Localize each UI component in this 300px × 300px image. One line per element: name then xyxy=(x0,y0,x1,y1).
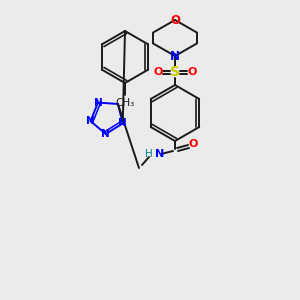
Text: O: O xyxy=(153,67,163,77)
Text: N: N xyxy=(118,118,127,128)
Text: O: O xyxy=(170,14,180,26)
Text: N: N xyxy=(94,98,102,108)
Text: CH₃: CH₃ xyxy=(116,98,135,108)
Text: O: O xyxy=(187,67,197,77)
Text: N: N xyxy=(170,50,180,62)
Text: N: N xyxy=(155,149,164,159)
Text: H: H xyxy=(145,149,153,159)
Text: N: N xyxy=(86,116,95,126)
Text: S: S xyxy=(170,65,180,79)
Text: N: N xyxy=(101,129,110,139)
Text: O: O xyxy=(188,139,198,149)
